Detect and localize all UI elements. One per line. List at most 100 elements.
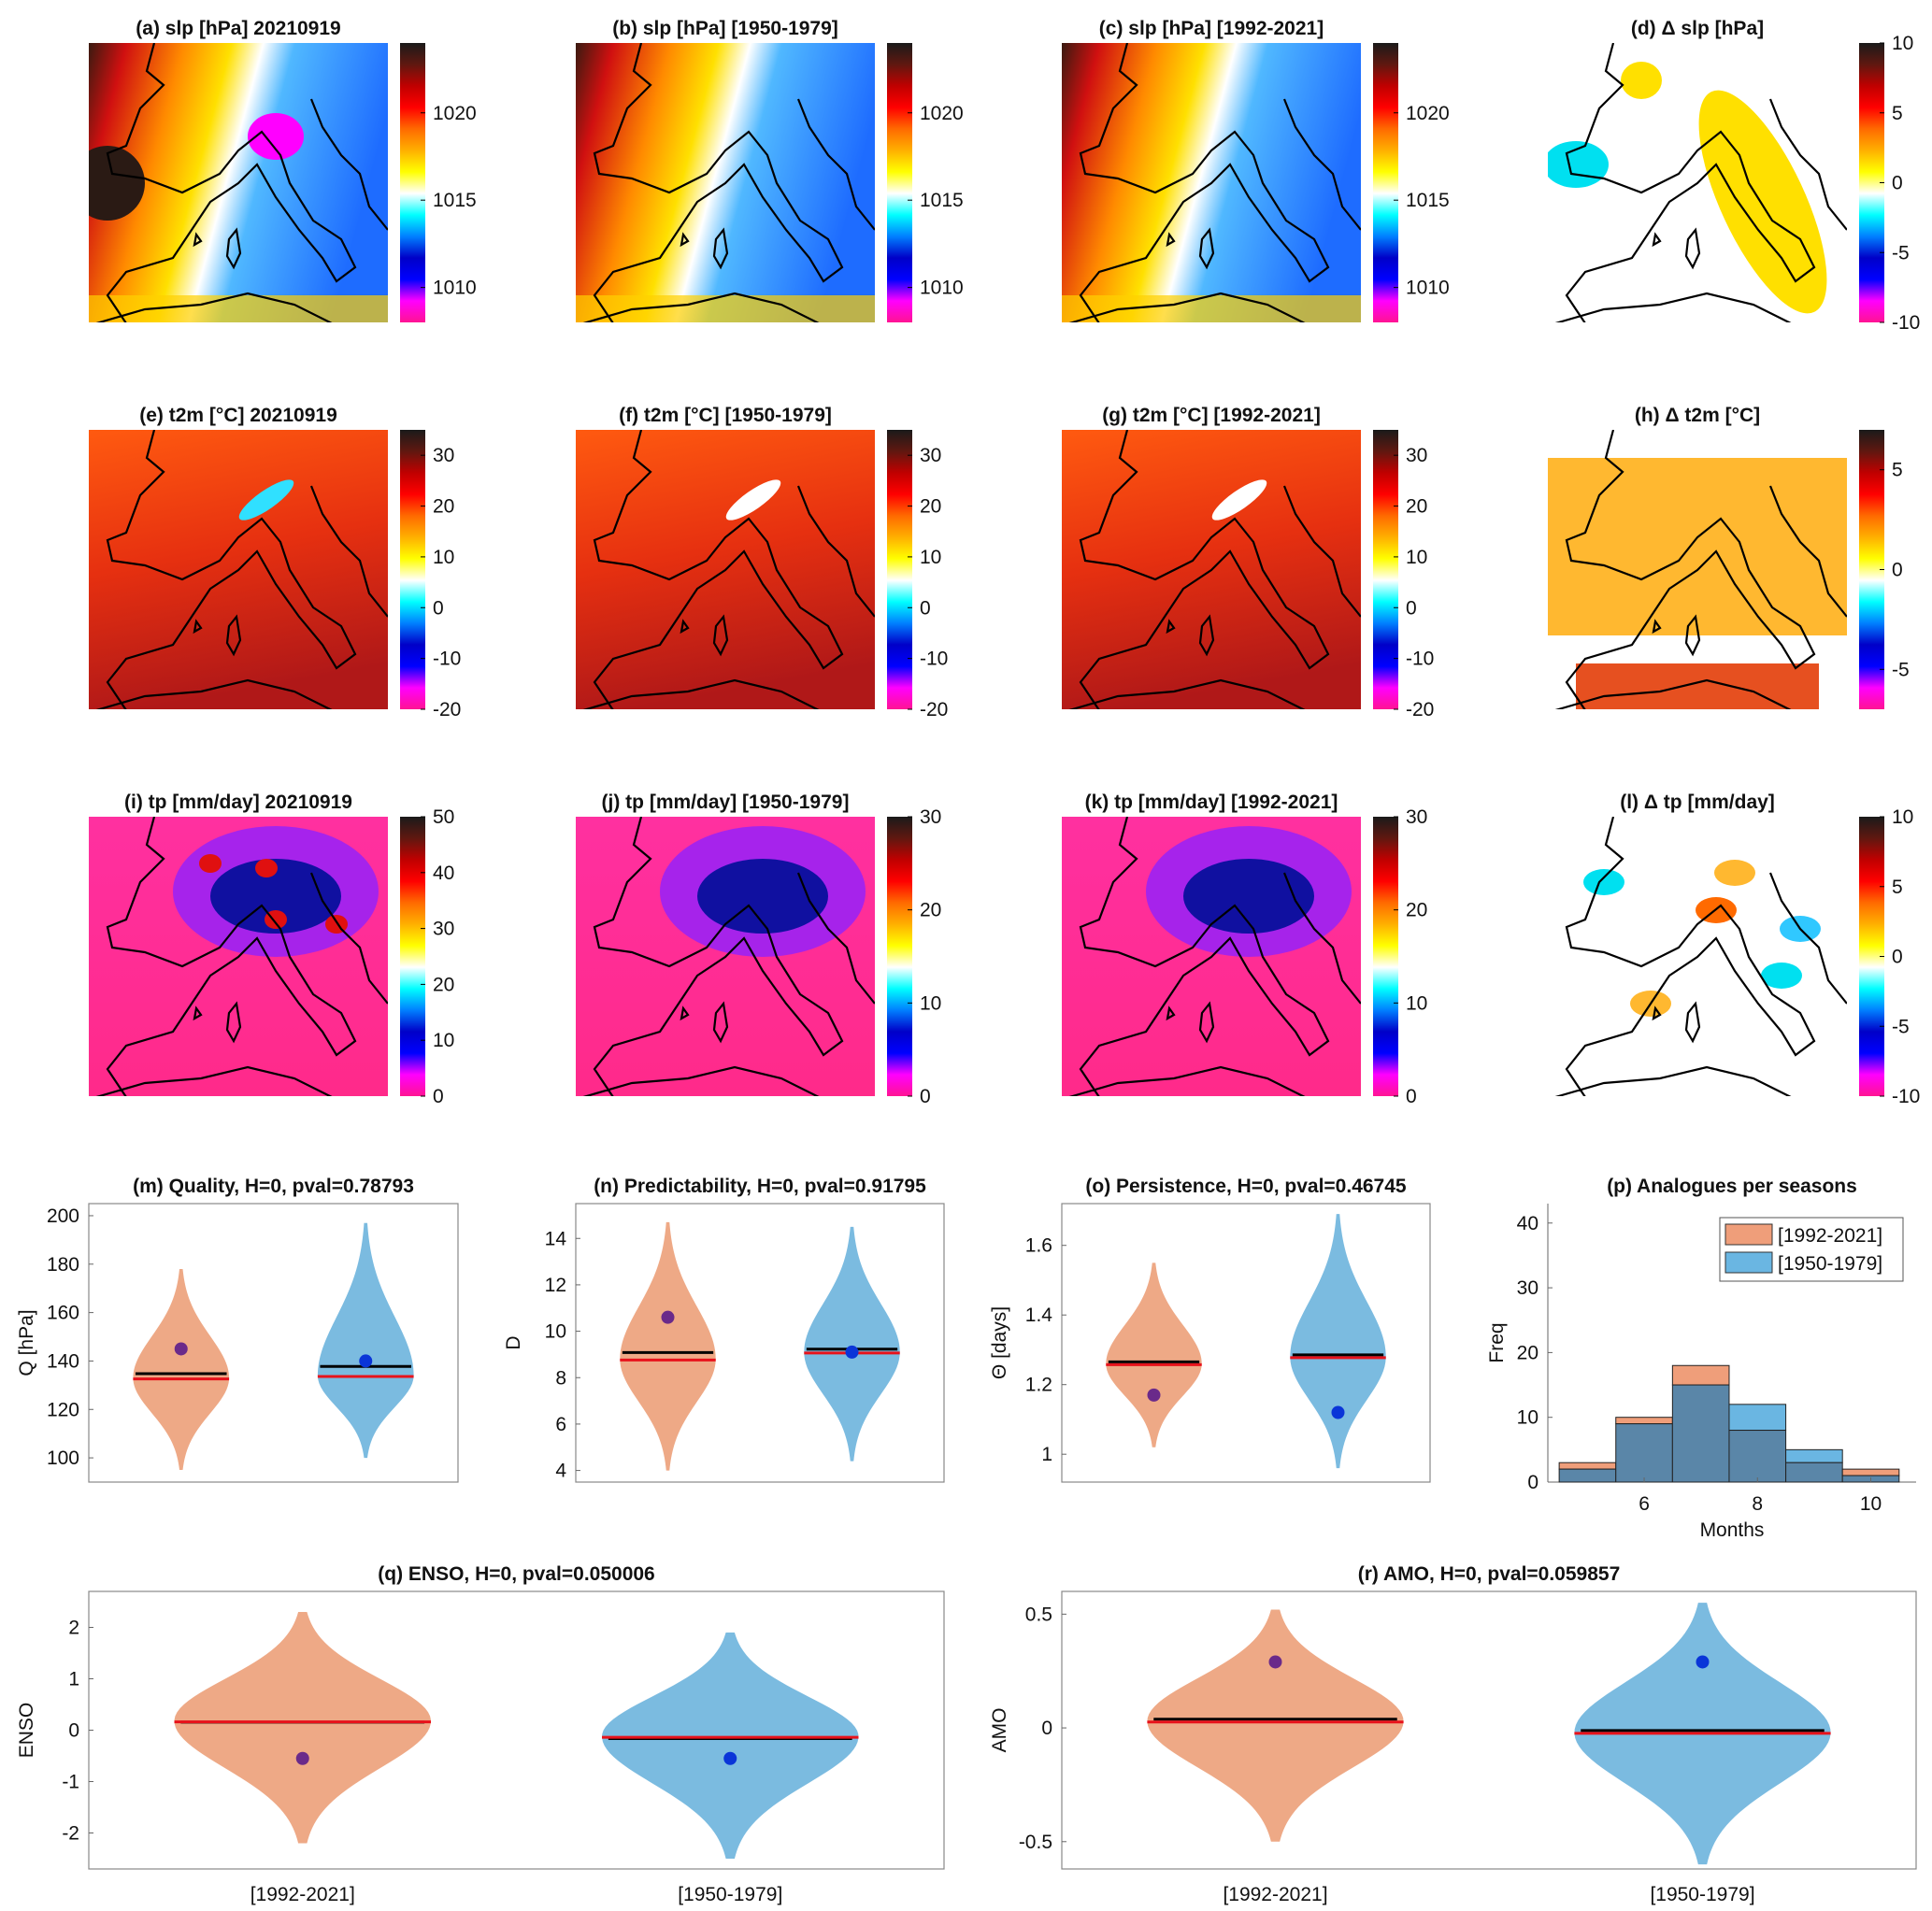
map-panel-j: (j) tp [mm/day] [1950-1979] 0 10 20 30 [576, 791, 941, 1107]
y-tick-label: 1.6 [1025, 1235, 1052, 1257]
map-field [1548, 43, 1847, 322]
map-field [1548, 817, 1847, 1096]
y-tick-label: 1 [68, 1669, 79, 1690]
violin-1992-2021 [133, 1268, 230, 1471]
y-tick-label: 10 [545, 1321, 566, 1343]
y-tick-label: 1.4 [1025, 1305, 1053, 1326]
analogue-dot [359, 1354, 373, 1368]
colorbar-tick-label: 5 [1892, 460, 1903, 481]
map-field [576, 817, 875, 1096]
colorbar-tick-label: 0 [1406, 1086, 1417, 1107]
colorbar-tick-label: 10 [920, 547, 941, 568]
y-tick-label: -2 [62, 1823, 79, 1845]
violin-1992-2021 [1147, 1609, 1404, 1842]
panel-title: (p) Analogues per seasons [1607, 1176, 1857, 1197]
colorbar-tick-label: -10 [1406, 649, 1434, 670]
colorbar-tick-label: 30 [1406, 445, 1427, 466]
y-tick-label: 0 [1527, 1472, 1538, 1493]
legend: [1992-2021] [1950-1979] [1719, 1217, 1904, 1282]
x-tick-label: [1992-2021] [250, 1884, 355, 1905]
panel-title: (f) t2m [°C] [1950-1979] [619, 405, 832, 426]
y-tick-label: 40 [1517, 1213, 1538, 1234]
heavy-rain [199, 854, 222, 873]
map-field [89, 430, 388, 709]
map-field [576, 43, 875, 322]
y-tick-label: 20 [1517, 1342, 1538, 1363]
africa-field [1062, 295, 1361, 322]
y-tick-label: 200 [47, 1205, 79, 1227]
negative-anomaly [1548, 141, 1609, 188]
x-tick-label: [1992-2021] [1223, 1884, 1327, 1905]
violin-1950-1979 [317, 1222, 414, 1459]
coastline [582, 817, 875, 1096]
colorbar-tick-label: 0 [433, 1086, 444, 1107]
colorbar-tick-label: 5 [1892, 103, 1903, 124]
y-tick-label: 180 [47, 1254, 79, 1276]
panel-title: (j) tp [mm/day] [1950-1979] [602, 791, 850, 813]
x-tick-label: 8 [1752, 1493, 1763, 1515]
panel-title: (g) t2m [°C] [1992-2021] [1102, 405, 1321, 426]
alps-cold [238, 479, 294, 521]
colorbar-tick-label: 0 [920, 597, 931, 619]
bar-1992-2021 [1558, 1462, 1617, 1470]
colorbar [887, 430, 912, 709]
colorbar-tick-label: -5 [1892, 242, 1910, 264]
y-tick-label: 30 [1517, 1277, 1538, 1299]
bar-1992-2021 [1615, 1417, 1673, 1425]
low-pressure [248, 113, 304, 160]
colorbar-tick-label: 30 [920, 806, 941, 828]
coastline [1554, 817, 1847, 1096]
y-tick-label: 120 [47, 1399, 79, 1420]
y-tick-label: 0 [68, 1720, 79, 1742]
y-tick-label: 4 [555, 1461, 566, 1482]
map-panel-l: (l) Δ tp [mm/day] -10 -5 0 5 10 [1548, 791, 1920, 1107]
colorbar-tick-label: 0 [433, 597, 444, 619]
panel-title: (r) AMO, H=0, pval=0.059857 [1358, 1563, 1621, 1585]
colorbar-tick-label: -10 [1892, 1086, 1920, 1107]
colorbar-tick-label: 10 [1892, 806, 1913, 828]
violin-panel-m: (m) Quality, H=0, pval=0.78793 100 120 140 1… [16, 1176, 459, 1483]
bar-1992-2021 [1841, 1468, 1900, 1476]
colorbar-tick-label: 10 [433, 547, 454, 568]
map-field [1062, 430, 1361, 709]
violin-panel-n: (n) Predictability, H=0, pval=0.91795 4 6 8… [503, 1176, 945, 1483]
violin-panel-q: (q) ENSO, H=0, pval=0.050006 -2 -1 0 1 2 ENSO [… [16, 1563, 945, 1905]
y-axis-label: ENSO [16, 1703, 37, 1759]
analogue-dot [1147, 1388, 1161, 1402]
y-tick-label: 10 [1517, 1407, 1538, 1429]
colorbar-tick-label: 20 [433, 974, 454, 995]
colorbar-tick-label: 40 [433, 863, 454, 884]
colorbar-tick-label: 1020 [1406, 103, 1450, 124]
colorbar-tick-label: 20 [433, 496, 454, 518]
panel-title: (c) slp [hPa] [1992-2021] [1099, 18, 1324, 39]
panel-title: (h) Δ t2m [°C] [1635, 405, 1760, 426]
colorbar-tick-label: 30 [433, 919, 454, 940]
analogue-dot [1696, 1655, 1710, 1669]
coastline [1068, 817, 1361, 1096]
analogue-dot [295, 1751, 309, 1765]
colorbar-tick-label: 1015 [1406, 190, 1450, 211]
legend-swatch [1724, 1223, 1773, 1246]
violin-1992-2021 [1106, 1262, 1202, 1448]
positive-anomaly [1698, 90, 1827, 314]
map-field [1062, 817, 1361, 1096]
analogue-dot [1268, 1655, 1282, 1669]
analogue-dot [174, 1342, 188, 1356]
panel-title: (n) Predictability, H=0, pval=0.91795 [594, 1176, 926, 1197]
map-field [1062, 43, 1361, 322]
violin-panel-r: (r) AMO, H=0, pval=0.059857 -0.5 0 0.5 AMO [1… [989, 1563, 1917, 1905]
analogue-dot [723, 1751, 737, 1765]
map-panel-i: (i) tp [mm/day] 20210919 0 10 20 30 40 50 [89, 791, 454, 1107]
colorbar-tick-label: 10 [920, 992, 941, 1014]
colorbar-tick-label: -10 [433, 649, 461, 670]
map-field [1548, 430, 1847, 709]
colorbar-tick-label: -10 [1892, 312, 1920, 334]
analogue-dot [845, 1345, 859, 1359]
panel-title: (b) slp [hPa] [1950-1979] [612, 18, 838, 39]
anomaly-blob [1761, 963, 1802, 989]
colorbar-tick-label: 0 [1892, 947, 1903, 968]
colorbar-tick-label: 1015 [920, 190, 964, 211]
violin-1950-1979 [804, 1226, 900, 1462]
y-axis-label: AMO [989, 1708, 1010, 1753]
colorbar-tick-label: -20 [920, 699, 948, 720]
